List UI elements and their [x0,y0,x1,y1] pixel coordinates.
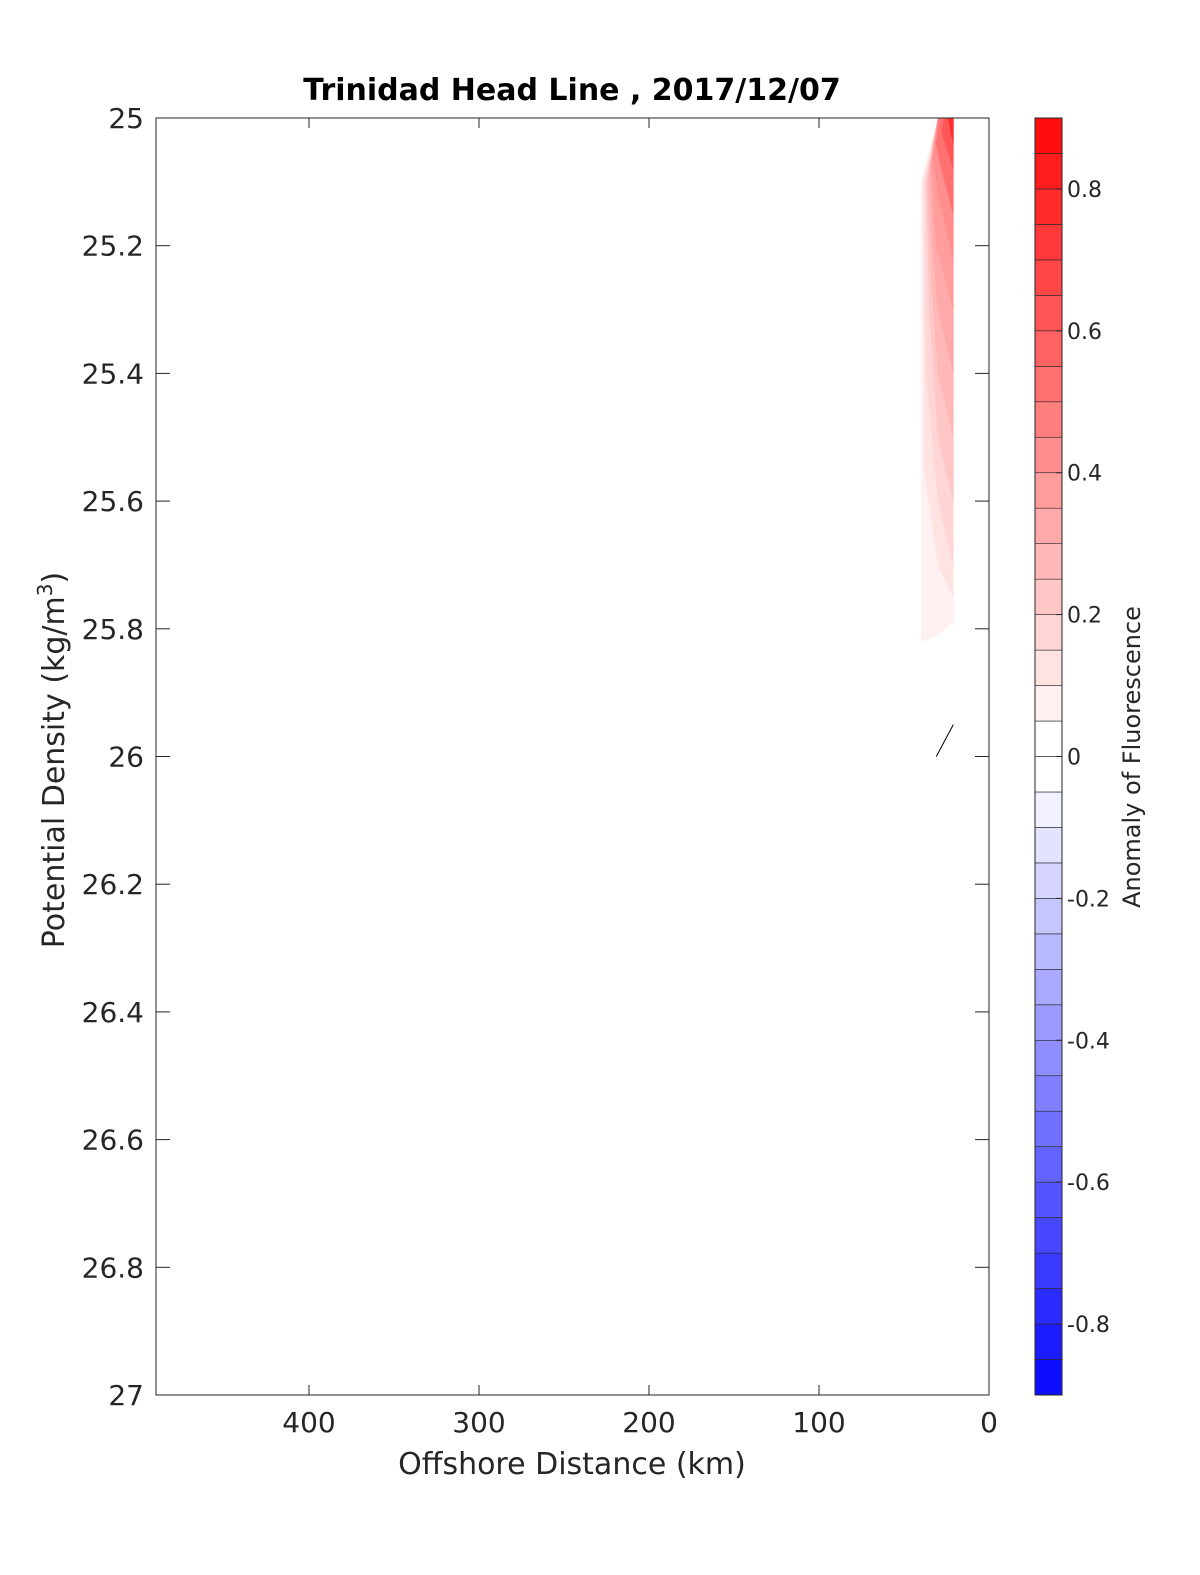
colorbar-tick-label: 0 [1067,746,1081,771]
contour-fill-group [920,118,954,642]
contour-region [941,118,954,170]
y-axis-label-main: Potential Density (kg/m [37,596,72,948]
colorbar-band [1034,720,1063,757]
y-tick-label: 25.6 [82,485,144,518]
colorbar-band [1034,685,1063,722]
contour-line [935,724,954,757]
colorbar-band [1034,472,1063,509]
colorbar-band [1034,543,1063,580]
x-tick-label: 400 [282,1406,335,1439]
y-tick-label: 26.8 [82,1251,144,1284]
colorbar-tick-label: 0.8 [1067,178,1102,203]
colorbar-band [1034,1039,1063,1077]
colorbar-band [1034,401,1063,438]
contour-region [947,118,954,144]
x-axis: 400 300 200 100 0 [282,118,998,1439]
colorbar-band [1034,1004,1063,1041]
y-tick-label: 26.6 [82,1124,144,1157]
colorbar-band [1034,969,1063,1006]
y-tick-label: 25.4 [82,357,144,390]
contour-line-group [935,724,954,757]
y-tick-label: 26 [108,741,144,774]
colorbar-ticks: 0.8 0.6 0.4 0.2 0 -0.2 -0.4 -0.6 -0.8 [1056,178,1110,1338]
colorbar: 0.8 0.6 0.4 0.2 0 -0.2 -0.4 -0.6 -0.8 [1034,117,1110,1396]
colorbar-band [1034,862,1063,899]
colorbar-tick-label: 0.6 [1067,320,1102,345]
y-tick-label: 26.4 [82,996,144,1029]
colorbar-band [1034,791,1063,828]
colorbar-band [1034,259,1063,296]
colorbar-band [1034,436,1063,474]
colorbar-label: Anomaly of Fluorescence [1118,606,1146,908]
y-tick-label: 25.8 [82,613,144,646]
chart-title: Trinidad Head Line , 2017/12/07 [303,73,840,108]
colorbar-band [1034,366,1063,403]
x-tick-label: 100 [792,1406,845,1439]
colorbar-band [1034,1288,1063,1325]
y-tick-label: 27 [108,1379,144,1412]
y-axis: 25 25.2 25.4 25.6 25.8 26 26.2 26.4 26.6 26.8 27 [82,102,989,1412]
x-axis-label: Offshore Distance (km) [398,1447,746,1482]
colorbar-band [1034,933,1063,970]
colorbar-band [1034,1323,1063,1360]
colorbar-band [1034,330,1063,367]
colorbar-tick-label: -0.8 [1067,1313,1110,1338]
colorbar-tick-label: 0.2 [1067,604,1102,629]
y-axis-label-suffix: ) [37,572,72,584]
colorbar-band [1034,898,1063,935]
y-axis-label: Potential Density (kg/m3) [33,572,72,948]
colorbar-band [1034,1359,1063,1396]
colorbar-band [1034,188,1063,225]
colorbar-band [1034,1146,1063,1183]
colorbar-band [1034,827,1063,864]
colorbar-band [1034,224,1063,261]
colorbar-band [1034,1181,1063,1218]
y-axis-label-superscript: 3 [33,583,57,596]
colorbar-band [1034,153,1063,190]
colorbar-band [1034,1252,1063,1289]
y-tick-label: 26.2 [82,868,144,901]
colorbar-tick-label: -0.6 [1067,1171,1110,1196]
colorbar-tick-label: 0.4 [1067,462,1102,487]
colorbar-band [1034,1075,1063,1112]
colorbar-band [1034,578,1063,615]
colorbar-tick-label: -0.2 [1067,887,1110,912]
x-tick-label: 0 [980,1406,998,1439]
colorbar-band [1034,1217,1063,1254]
plot-area: 400 300 200 100 0 25 25.2 25.4 25.6 25.8 26 26.2 26… [82,102,998,1439]
x-tick-label: 200 [622,1406,675,1439]
colorbar-band [1034,756,1063,793]
colorbar-band [1034,117,1063,154]
colorbar-band [1034,1110,1063,1147]
colorbar-band [1034,507,1063,544]
colorbar-band [1034,295,1063,332]
colorbar-band [1034,649,1063,686]
x-tick-label: 300 [452,1406,505,1439]
y-tick-label: 25 [108,102,144,135]
y-tick-label: 25.2 [82,230,144,263]
colorbar-band [1034,614,1063,651]
colorbar-tick-label: -0.4 [1067,1029,1110,1054]
